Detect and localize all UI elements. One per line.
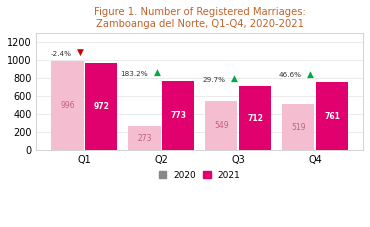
Text: 761: 761 — [324, 112, 340, 121]
Bar — [128, 126, 161, 151]
Title: Figure 1. Number of Registered Marriages:
Zamboanga del Norte, Q1-Q4, 2020-2021: Figure 1. Number of Registered Marriages… — [94, 7, 306, 29]
Text: ▼: ▼ — [77, 48, 84, 57]
Bar — [85, 63, 117, 151]
Text: 183.2%: 183.2% — [121, 71, 148, 77]
Text: 519: 519 — [291, 123, 306, 132]
Bar — [162, 81, 194, 151]
Text: 29.7%: 29.7% — [202, 77, 225, 83]
Bar — [239, 86, 271, 151]
Text: ▲: ▲ — [231, 74, 238, 83]
Text: 972: 972 — [93, 102, 109, 111]
Text: 712: 712 — [247, 114, 263, 123]
Text: ▲: ▲ — [307, 69, 314, 78]
Text: 549: 549 — [214, 121, 229, 130]
Bar — [205, 101, 238, 151]
Bar — [51, 61, 84, 151]
Bar — [316, 82, 348, 151]
Text: -2.4%: -2.4% — [50, 51, 71, 57]
Text: 46.6%: 46.6% — [279, 72, 302, 78]
Text: 773: 773 — [170, 111, 186, 120]
Text: 273: 273 — [137, 134, 152, 143]
Text: 996: 996 — [60, 101, 75, 110]
Legend: 2020, 2021: 2020, 2021 — [155, 167, 244, 183]
Text: ▲: ▲ — [154, 68, 161, 77]
Bar — [282, 104, 314, 151]
